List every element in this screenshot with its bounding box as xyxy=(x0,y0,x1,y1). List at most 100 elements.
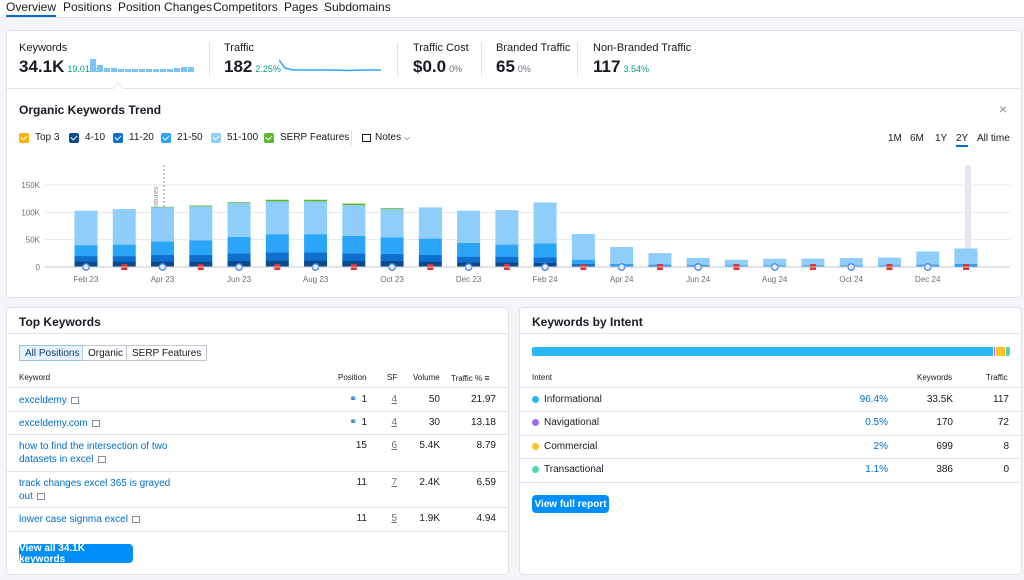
bar-segment xyxy=(457,210,481,243)
bar-segment xyxy=(342,235,366,254)
legend-serp-features[interactable]: SERP Features xyxy=(264,132,349,143)
filter-organic[interactable]: Organic xyxy=(82,345,130,361)
view-full-report-button[interactable]: View full report xyxy=(532,495,609,513)
metric-value: 65 xyxy=(496,57,515,76)
range-1m[interactable]: 1M xyxy=(888,133,902,144)
tab-positions[interactable]: Positions xyxy=(63,0,112,14)
intent-bar-segment[interactable] xyxy=(1004,347,1010,356)
keyword-link[interactable]: how to find the intersection of two data… xyxy=(19,440,179,466)
bar-segment xyxy=(227,202,251,204)
divider xyxy=(397,42,398,76)
range-2y[interactable]: 2Y xyxy=(956,133,969,147)
intent-bar-segment[interactable] xyxy=(995,347,1005,356)
intent-keywords: 170 xyxy=(936,417,953,428)
legend-21-50[interactable]: 21-50 xyxy=(161,132,203,143)
traffic-pct-cell: 21.97 xyxy=(470,394,496,405)
keyword-text: exceldemy.com xyxy=(19,418,88,429)
filter-all-positions[interactable]: All Positions xyxy=(19,345,86,361)
intent-pct-link[interactable]: 0.5% xyxy=(865,417,888,428)
filter-serp-features[interactable]: SERP Features xyxy=(126,345,208,361)
intent-label: Navigational xyxy=(544,417,600,428)
intent-title: Keywords by Intent xyxy=(532,315,643,329)
serp-preview-icon[interactable] xyxy=(36,492,45,500)
bar-segment xyxy=(304,252,328,261)
view-all-keywords-button[interactable]: View all 34.1K keywords xyxy=(19,543,133,565)
intent-bar-segment[interactable] xyxy=(532,347,993,356)
col-sf[interactable]: SF xyxy=(387,373,398,382)
bar-segment xyxy=(686,257,710,266)
sf-count[interactable]: 5 xyxy=(391,513,397,524)
legend-4-10[interactable]: 4-10 xyxy=(69,132,105,143)
col-position[interactable]: Position xyxy=(338,373,367,382)
position-value: 11 xyxy=(356,513,367,524)
y-tick-label: 100K xyxy=(21,208,40,217)
traffic-pct-cell: 4.94 xyxy=(476,513,496,524)
legend-top3[interactable]: Top 3 xyxy=(19,132,59,143)
bar-segment xyxy=(533,243,557,258)
traffic-pct-cell: 13.18 xyxy=(470,417,496,428)
intent-distribution-bar[interactable] xyxy=(532,347,1010,356)
range-all-time[interactable]: All time xyxy=(977,133,1010,144)
legend-label: 4-10 xyxy=(85,132,106,143)
keyword-link[interactable]: exceldemy.com xyxy=(19,417,179,430)
metric-traffic-cost[interactable]: Traffic Cost $0.0 0% xyxy=(413,42,469,77)
traffic-pct-cell: 6.59 xyxy=(476,477,496,488)
checkbox-icon xyxy=(211,132,221,143)
serp-preview-icon[interactable] xyxy=(97,455,106,463)
bar-segment xyxy=(724,259,748,266)
bar-segment xyxy=(151,206,175,208)
intent-pct-link[interactable]: 1.1% xyxy=(865,464,888,475)
intent-bar-segment[interactable] xyxy=(992,347,996,356)
col-traffic-pct[interactable]: Traffic % ≡ xyxy=(451,373,490,383)
close-icon[interactable]: × xyxy=(999,101,1008,117)
keyword-link[interactable]: exceldemy xyxy=(19,394,179,407)
sf-count[interactable]: 6 xyxy=(391,440,397,451)
checkbox-icon xyxy=(19,132,29,143)
checkbox-icon xyxy=(264,132,274,143)
tab-competitors[interactable]: Competitors xyxy=(213,0,278,14)
intent-keywords: 699 xyxy=(936,441,953,452)
metric-traffic[interactable]: Traffic 182 2.25% xyxy=(224,42,281,77)
metric-branded-traffic[interactable]: Branded Traffic 65 0% xyxy=(496,42,570,77)
legend-label: Top 3 xyxy=(35,132,60,143)
range-1y[interactable]: 1Y xyxy=(935,133,948,144)
serp-preview-icon[interactable] xyxy=(91,419,100,427)
serp-preview-icon[interactable] xyxy=(131,515,140,523)
tab-position-changes[interactable]: Position Changes xyxy=(118,0,213,14)
bar-segment xyxy=(916,251,940,265)
bar-segment xyxy=(304,199,328,202)
tab-subdomains[interactable]: Subdomains xyxy=(324,0,391,14)
divider xyxy=(209,42,210,76)
bar-segment xyxy=(227,236,251,254)
legend-label: SERP Features xyxy=(280,132,350,143)
sf-count[interactable]: 4 xyxy=(391,417,397,428)
tab-overview[interactable]: Overview xyxy=(6,0,57,17)
intent-pct-link[interactable]: 2% xyxy=(873,441,888,452)
x-tick-label: Oct 23 xyxy=(380,275,404,284)
range-6m[interactable]: 6M xyxy=(910,133,924,144)
keyword-link[interactable]: track changes excel 365 is grayed out xyxy=(19,477,179,503)
col-keyword[interactable]: Keyword xyxy=(19,373,51,382)
sf-count[interactable]: 4 xyxy=(391,394,397,405)
checkbox-icon xyxy=(161,132,171,143)
intent-traffic: 8 xyxy=(1003,441,1009,452)
sf-count[interactable]: 7 xyxy=(391,477,397,488)
bar-segment xyxy=(342,205,366,236)
bar-segment xyxy=(533,257,557,263)
intent-pct-link[interactable]: 96.4% xyxy=(859,394,888,405)
col-volume[interactable]: Volume xyxy=(413,373,440,382)
legend-51-100[interactable]: 51-100 xyxy=(211,132,258,143)
legend-11-20[interactable]: 11-20 xyxy=(113,132,154,143)
tab-pages[interactable]: Pages xyxy=(284,0,319,14)
bar-segment xyxy=(418,254,442,262)
notes-dropdown[interactable]: Notes ⌵ xyxy=(362,132,410,143)
metric-non-branded-traffic[interactable]: Non-Branded Traffic 117 3.54% xyxy=(593,42,691,77)
bar-segment xyxy=(151,254,175,262)
divider xyxy=(7,387,508,388)
top-keywords-title: Top Keywords xyxy=(19,315,101,329)
metric-keywords[interactable]: Keywords 34.1K 19.01% xyxy=(19,42,98,77)
keyword-link[interactable]: lower case signma excel xyxy=(19,513,179,526)
bar-segment xyxy=(227,253,251,261)
serp-preview-icon[interactable] xyxy=(70,396,79,404)
